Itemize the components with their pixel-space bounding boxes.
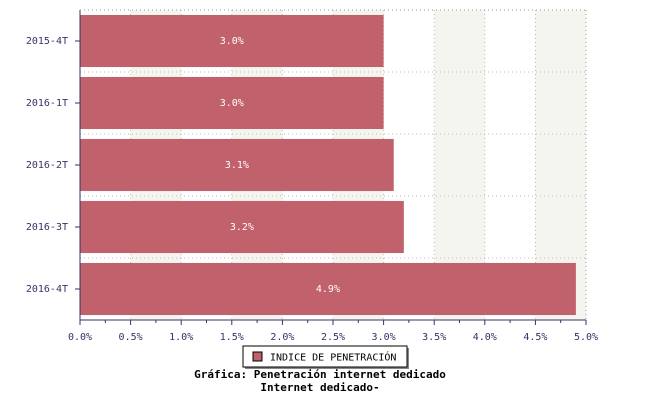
value-label: 3.1% [225, 160, 249, 171]
x-tick-label: 2.0% [270, 332, 294, 343]
x-tick-label: 2.5% [321, 332, 345, 343]
bar [80, 200, 404, 254]
x-tick-label: 3.5% [422, 332, 446, 343]
y-tick-label: 2016-2T [26, 160, 68, 171]
legend-label: INDICE DE PENETRACIÓN [270, 351, 396, 364]
bar [80, 14, 384, 68]
x-tick-label: 5.0% [574, 332, 598, 343]
y-tick-label: 2016-4T [26, 284, 68, 295]
y-tick-label: 2015-4T [26, 36, 68, 47]
bar [80, 138, 394, 192]
x-tick-label: 0.0% [68, 332, 92, 343]
bar [80, 262, 576, 316]
x-tick-label: 1.5% [220, 332, 244, 343]
legend-swatch [252, 351, 263, 362]
x-tick-label: 3.0% [372, 332, 396, 343]
value-label: 3.0% [220, 36, 244, 47]
x-tick-label: 4.5% [523, 332, 547, 343]
chart-title: Gráfica: Penetración internet dedicado [194, 368, 446, 381]
legend-box [242, 345, 408, 368]
x-tick-label: 4.0% [473, 332, 497, 343]
x-tick-label: 0.5% [119, 332, 143, 343]
y-tick-label: 2016-1T [26, 98, 68, 109]
y-tick-label: 2016-3T [26, 222, 68, 233]
chart-subtitle: Internet dedicado- [260, 381, 379, 394]
value-label: 4.9% [316, 284, 340, 295]
value-label: 3.0% [220, 98, 244, 109]
x-tick-label: 1.0% [169, 332, 193, 343]
bar [80, 76, 384, 130]
value-label: 3.2% [230, 222, 254, 233]
